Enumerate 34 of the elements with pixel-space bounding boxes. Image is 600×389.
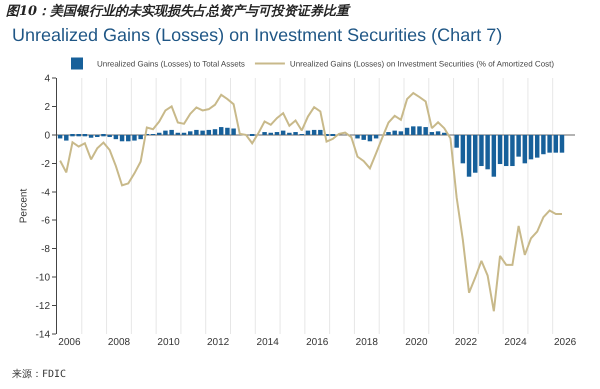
bar: [386, 132, 391, 135]
x-tick-label: 2010: [157, 337, 180, 348]
y-tick-label: 0: [44, 130, 50, 142]
y-tick-label: -10: [36, 272, 50, 284]
y-tick-label: -12: [36, 301, 50, 312]
y-tick-label: 4: [44, 74, 50, 84]
y-axis-title: Percent: [18, 188, 30, 224]
x-tick-label: 2024: [504, 337, 528, 348]
chart-subtitle: Unrealized Gains (Losses) on Investment Securities (Chart 7): [12, 25, 502, 45]
y-tick-label: -14: [36, 330, 50, 340]
line-series: [59, 92, 563, 312]
bar: [231, 128, 236, 135]
x-tick-label: 2012: [206, 337, 230, 348]
x-tick-label: 2026: [554, 337, 577, 348]
chart-title: 图10：美国银行业的未实现损失占总资产与可投资证券比重: [6, 2, 352, 19]
bar: [138, 134, 143, 140]
x-tick-label: 2022: [454, 337, 478, 348]
x-tick-label: 2006: [58, 337, 81, 348]
y-tick-label: -8: [41, 244, 50, 256]
x-tick-label: 2020: [405, 337, 428, 348]
y-tick-label: -2: [41, 158, 50, 170]
x-tick-label: 2018: [356, 337, 378, 348]
y-tick-label: 2: [44, 102, 50, 113]
x-tick-label: 2016: [306, 337, 329, 348]
bar: [528, 134, 534, 160]
legend-label: Unrealized Gains (Losses) on Investment Securities (% of Amortized Cost): [290, 60, 554, 69]
bar: [212, 129, 218, 135]
legend-label: Unrealized Gains (Losses) to Total Assets: [97, 60, 245, 69]
bar: [374, 134, 378, 138]
y-tick-label: -6: [41, 216, 50, 227]
x-tick-label: 2014: [256, 337, 280, 348]
source-note: 来源：FDIC: [12, 368, 66, 380]
y-tick-label: -4: [41, 187, 50, 198]
x-tick-label: 2008: [108, 337, 131, 348]
